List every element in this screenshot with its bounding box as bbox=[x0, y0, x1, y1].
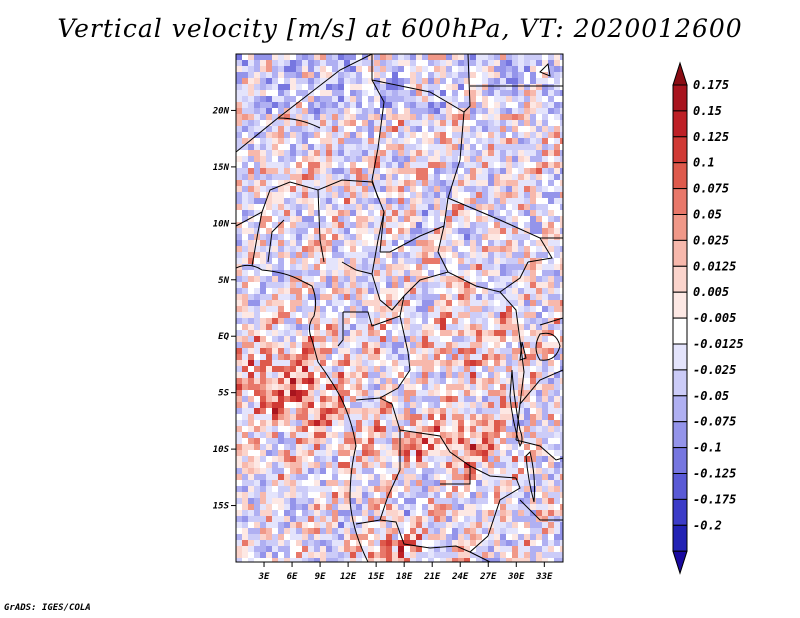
x-tick-label: 9E bbox=[315, 572, 326, 582]
colorbar-swatch bbox=[672, 84, 688, 112]
colorbar-label: 0.0125 bbox=[693, 259, 736, 273]
colorbar-swatch bbox=[672, 214, 688, 241]
colorbar-label: 0.075 bbox=[693, 182, 729, 196]
colorbar-swatch bbox=[672, 110, 688, 138]
x-tick-label: 24E bbox=[451, 572, 469, 582]
x-axis: 3E 6E 9E 12E 15E 18E 21E 24E 27E 30E 33E bbox=[258, 562, 553, 582]
x-tick-label: 6E bbox=[287, 572, 298, 582]
colorbar-label: -0.175 bbox=[693, 492, 736, 506]
x-tick-label: 3E bbox=[258, 572, 270, 582]
y-tick-label: 15N bbox=[213, 163, 230, 173]
colorbar-label: 0.15 bbox=[693, 104, 722, 118]
colorbar-label: -0.0125 bbox=[693, 337, 744, 351]
y-tick-label: 20N bbox=[212, 106, 230, 116]
map-frame bbox=[235, 53, 564, 563]
y-tick-label: 5S bbox=[218, 389, 229, 399]
country-borders bbox=[236, 54, 563, 562]
colorbar-swatch bbox=[672, 343, 688, 371]
colorbar-swatch bbox=[672, 369, 688, 397]
velocity-field bbox=[236, 54, 563, 562]
colorbar-swatch bbox=[672, 162, 688, 190]
colorbar-label: -0.005 bbox=[693, 311, 736, 325]
colorbar-label: 0.125 bbox=[693, 130, 729, 144]
colorbar-label: -0.1 bbox=[693, 441, 722, 455]
colorbar-label: -0.075 bbox=[693, 415, 736, 429]
lake-outlines bbox=[509, 62, 561, 503]
colorbar-bottom-tip bbox=[672, 550, 688, 575]
colorbar-label: 0.005 bbox=[693, 285, 729, 299]
colorbar-label: 0.175 bbox=[693, 78, 729, 92]
colorbar-swatch bbox=[672, 188, 688, 216]
colorbar-swatch bbox=[672, 136, 688, 164]
colorbar-swatch bbox=[672, 524, 688, 552]
y-tick-label: EQ bbox=[218, 332, 229, 342]
colorbar-swatch bbox=[672, 473, 688, 500]
colorbar-label: -0.2 bbox=[693, 518, 722, 532]
colorbar-swatch bbox=[672, 291, 688, 319]
colorbar-top-tip bbox=[672, 61, 688, 86]
x-tick-label: 33E bbox=[535, 572, 553, 582]
x-tick-label: 27E bbox=[479, 572, 497, 582]
colorbar-swatch bbox=[672, 498, 688, 526]
x-tick-label: 18E bbox=[396, 572, 413, 582]
colorbar-label: -0.125 bbox=[693, 467, 736, 481]
grads-credit: GrADS: IGES/COLA bbox=[4, 603, 91, 613]
colorbar-swatch bbox=[672, 265, 688, 293]
colorbar-label: 0.025 bbox=[693, 233, 729, 247]
colorbar-label: -0.025 bbox=[693, 363, 736, 377]
colorbar-swatch bbox=[672, 395, 688, 423]
colorbar-label: -0.05 bbox=[693, 389, 729, 403]
x-tick-label: 30E bbox=[507, 572, 525, 582]
y-tick-label: 10S bbox=[213, 445, 230, 455]
y-tick-label: 10N bbox=[213, 219, 230, 229]
x-tick-label: 21E bbox=[423, 572, 441, 582]
chart-title: Vertical velocity [m/s] at 600hPa, VT: 2… bbox=[57, 14, 743, 43]
colorbar-swatch bbox=[672, 239, 688, 267]
colorbar-label: 0.05 bbox=[693, 208, 722, 222]
y-tick-label: 15S bbox=[213, 502, 230, 512]
colorbar-label: 0.1 bbox=[693, 156, 715, 170]
colorbar-swatch bbox=[672, 317, 688, 345]
y-tick-label: 5N bbox=[218, 276, 229, 286]
x-tick-label: 15E bbox=[368, 572, 385, 582]
colorbar-swatch bbox=[672, 421, 688, 449]
x-tick-label: 12E bbox=[340, 572, 357, 582]
colorbar-swatch bbox=[672, 447, 688, 475]
colorbar: 0.175 0.15 0.125 0.1 0.075 0.05 0.025 0.0125 0.0… bbox=[672, 61, 744, 575]
y-axis: 20N 15N 10N 5N EQ 5S 10S 15S bbox=[212, 106, 236, 512]
